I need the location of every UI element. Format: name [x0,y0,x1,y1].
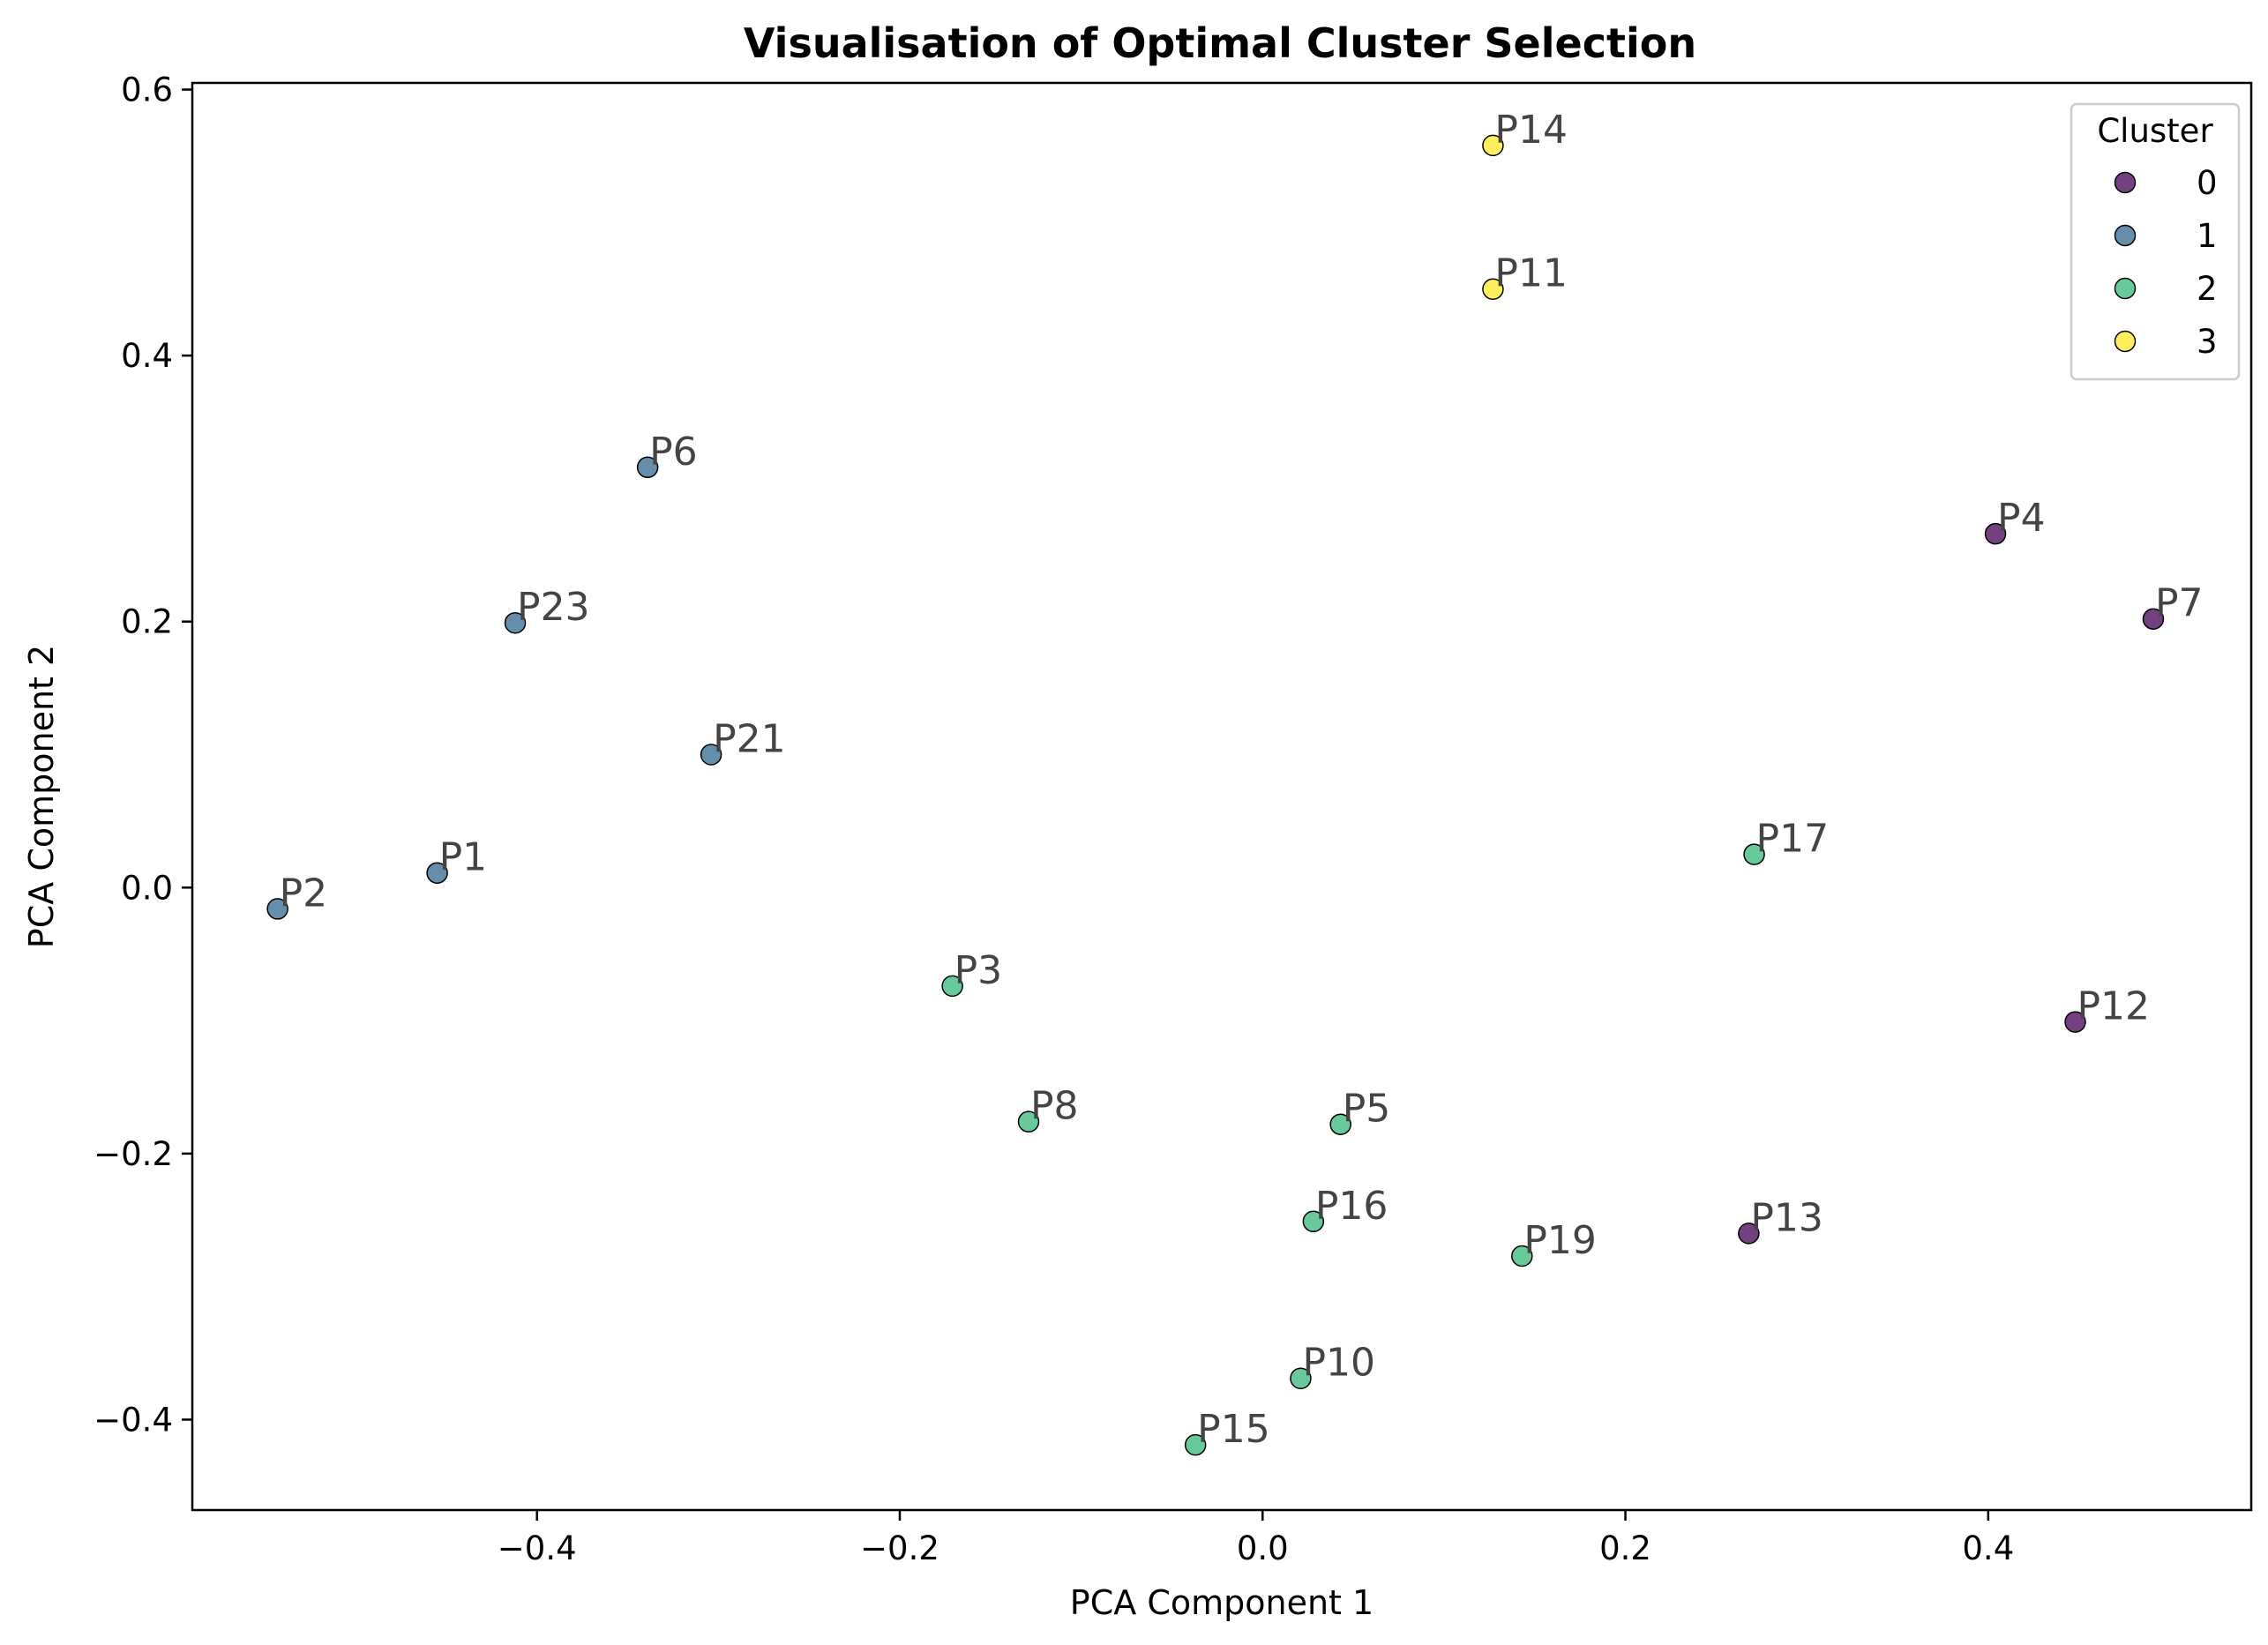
legend-marker-0 [2114,171,2137,194]
point-label-p10: P10 [1302,1341,1375,1386]
data-point-p19 [1511,1245,1533,1267]
point-label-p21: P21 [713,717,786,762]
point-label-p23: P23 [517,585,590,630]
legend-label-1: 1 [2197,217,2218,255]
legend-marker-3 [2114,330,2137,353]
point-label-p3: P3 [954,948,1003,993]
point-label-p1: P1 [439,835,488,880]
point-label-p16: P16 [1315,1184,1388,1229]
legend-label-3: 3 [2197,323,2218,361]
data-point-p4 [1984,522,2007,545]
point-label-p14: P14 [1494,108,1568,153]
point-label-p8: P8 [1030,1084,1079,1129]
data-point-p3 [941,975,963,998]
legend-label-2: 2 [2197,270,2218,308]
legend-entries: 0 1 2 3 [2114,164,2218,361]
point-label-p15: P15 [1197,1407,1270,1452]
data-point-p13 [1738,1223,1760,1245]
point-label-p12: P12 [2077,984,2151,1029]
legend-marker-1 [2114,224,2137,247]
y-axis: −0.4 −0.2 0.0 0.2 0.4 0.6 [94,71,192,1439]
y-tick-label: 0.0 [121,869,173,907]
legend-marker-2 [2114,277,2137,300]
x-axis: −0.4 −0.2 0.0 0.2 0.4 [498,1510,2014,1567]
x-tick-label: −0.4 [498,1529,577,1567]
data-point-p21 [700,744,722,766]
y-tick-label: 0.2 [121,603,173,641]
data-point-p2 [266,898,288,920]
y-tick-label: 0.6 [121,71,173,109]
point-label-p5: P5 [1343,1087,1391,1132]
point-label-p17: P17 [1756,817,1830,862]
data-point-p11 [1482,278,1504,300]
y-tick-label: −0.4 [94,1401,173,1439]
point-labels: P1 P2 P3 P4 P5 P6 P7 P8 P10 P11 P12 P13 P14 P15 P16 P17… [280,108,2204,1452]
data-points [266,134,2165,1456]
data-point-p10 [1290,1367,1312,1389]
x-tick-label: 0.2 [1599,1529,1651,1567]
legend-label-0: 0 [2197,164,2218,202]
data-point-p23 [504,611,527,634]
data-point-p12 [2064,1011,2086,1033]
point-label-p7: P7 [2155,581,2204,626]
legend-box [2070,102,2241,381]
point-label-p19: P19 [1523,1218,1597,1263]
point-label-p4: P4 [1997,496,2046,541]
point-label-p2: P2 [280,871,328,916]
data-point-p17 [1743,843,1765,865]
y-tick-label: −0.2 [94,1135,173,1173]
plot-frame [191,81,2253,1512]
point-label-p6: P6 [649,430,698,475]
legend-title: Cluster [2097,112,2213,150]
y-axis-label: PCA Component 2 [22,645,61,948]
x-axis-label: PCA Component 1 [1070,1583,1374,1622]
data-point-p6 [636,456,659,479]
chart-title: Visualisation of Optimal Cluster Selecti… [744,19,1696,67]
data-point-p1 [426,862,448,884]
data-point-p8 [1017,1110,1040,1133]
data-point-p14 [1482,134,1504,157]
x-tick-label: 0.0 [1237,1529,1289,1567]
point-label-p13: P13 [1750,1195,1823,1240]
data-point-p5 [1329,1113,1351,1135]
x-tick-label: 0.4 [1962,1529,2014,1567]
data-point-p7 [2142,608,2165,630]
data-point-p15 [1184,1433,1207,1456]
plot-area: −0.4 −0.2 0.0 0.2 0.4 −0.4 −0.2 0.0 0.2 0.4 0.6 P… [94,71,2253,1567]
x-tick-label: −0.2 [860,1529,939,1567]
y-tick-label: 0.4 [121,337,173,375]
legend: Cluster 0 1 2 3 [2070,102,2241,381]
data-point-p16 [1302,1210,1325,1233]
point-label-p11: P11 [1494,251,1568,296]
